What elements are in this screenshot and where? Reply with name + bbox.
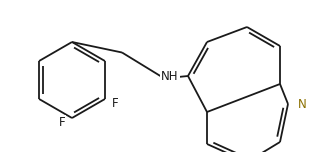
Text: N: N bbox=[298, 97, 306, 111]
Text: NH: NH bbox=[161, 71, 179, 83]
Text: F: F bbox=[59, 116, 65, 128]
Text: F: F bbox=[111, 97, 118, 109]
Text: NH: NH bbox=[161, 71, 179, 83]
